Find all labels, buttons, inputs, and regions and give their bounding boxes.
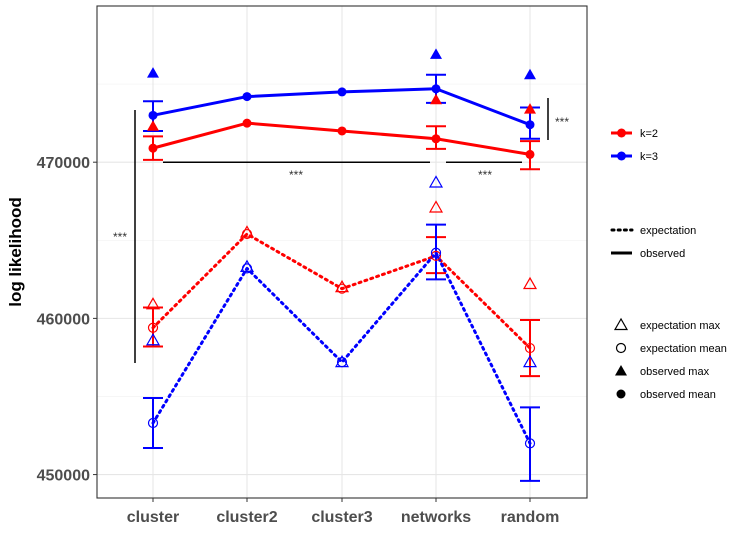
legend-label-shape: expectation mean bbox=[640, 343, 727, 355]
x-tick-label: cluster2 bbox=[216, 509, 277, 526]
observed-mean-point-k2 bbox=[242, 118, 252, 128]
legend-shape-observed-mean bbox=[616, 389, 626, 399]
significance-label: *** bbox=[113, 230, 127, 244]
expectation-mean-point-k2 bbox=[430, 250, 442, 262]
legend-point-k3 bbox=[617, 151, 626, 161]
observed-max-point-k2 bbox=[430, 93, 442, 105]
legend-shape-expectation-max bbox=[613, 317, 629, 331]
legend: k=2 k=3 expectation observed expectation max… bbox=[610, 128, 727, 401]
x-tick-label: random bbox=[501, 509, 560, 526]
axes: 450000 460000 470000 cluster cluster2 cluster… bbox=[6, 5, 588, 526]
expectation-max-point-k2 bbox=[145, 297, 161, 310]
legend-label-k2: k=2 bbox=[640, 128, 658, 140]
expectation-max-point-k3 bbox=[522, 354, 538, 368]
expectation-mean-point-k3 bbox=[430, 247, 442, 258]
legend-label-shape: expectation max bbox=[640, 320, 721, 332]
observed-mean-point-k2 bbox=[148, 143, 158, 153]
expectation-max-point-k2 bbox=[239, 225, 255, 238]
x-tick-label: cluster3 bbox=[311, 509, 372, 526]
observed-mean-point-k3 bbox=[525, 120, 535, 130]
observed-max-point-k2 bbox=[147, 120, 159, 131]
legend-label-expectation: expectation bbox=[640, 225, 696, 237]
expectation-max-point-k2 bbox=[334, 279, 350, 293]
observed-mean-point-k3 bbox=[337, 87, 347, 97]
expectation-mean-point-k3 bbox=[147, 417, 159, 429]
expectation-max-point-k2 bbox=[428, 200, 444, 213]
observed-mean-point-k3 bbox=[148, 110, 158, 120]
observed-max-point-k3 bbox=[430, 48, 442, 59]
expectation-mean-point-k3 bbox=[524, 438, 536, 449]
series-line-k2-expectation bbox=[151, 232, 532, 350]
expectation-max-point-k3 bbox=[145, 333, 161, 346]
expectation-mean-point-k3 bbox=[336, 357, 348, 368]
legend-shape-observed-max bbox=[615, 365, 627, 376]
expectation-mean-point-k2 bbox=[147, 322, 159, 333]
observed-mean-point-k2 bbox=[525, 149, 535, 159]
observed-mean-point-k2 bbox=[431, 134, 441, 144]
observed-mean-point-k3 bbox=[242, 92, 252, 102]
expectation-max-point-k3 bbox=[239, 259, 255, 272]
legend-label-shape: observed mean bbox=[640, 389, 716, 401]
significance-label: *** bbox=[555, 115, 569, 129]
legend-shape-expectation-mean bbox=[615, 342, 627, 354]
plot-area: *** *** *** *** bbox=[113, 48, 569, 482]
legend-point-k2 bbox=[617, 128, 626, 138]
observed-mean-point-k3 bbox=[431, 84, 441, 94]
legend-label-k3: k=3 bbox=[640, 151, 658, 163]
observed-mean-point-k2 bbox=[337, 126, 347, 136]
series-line-k3-expectation bbox=[151, 251, 532, 445]
expectation-max-point-k3 bbox=[428, 175, 444, 188]
expectation-mean-point-k2 bbox=[241, 228, 253, 240]
expectation-mean-point-k2 bbox=[336, 283, 348, 294]
legend-label-observed: observed bbox=[640, 248, 685, 260]
expectation-mean-point-k2 bbox=[524, 342, 536, 354]
significance-label: *** bbox=[289, 168, 303, 182]
y-tick-label: 460000 bbox=[37, 311, 90, 328]
grid bbox=[97, 6, 587, 498]
y-tick-label: 470000 bbox=[37, 155, 90, 172]
significance-label: *** bbox=[478, 168, 492, 182]
y-axis-title: log likelihood bbox=[6, 197, 25, 307]
x-tick-label: cluster bbox=[127, 509, 179, 526]
observed-max-point-k3 bbox=[147, 67, 159, 78]
expectation-max-point-k2 bbox=[522, 276, 538, 290]
observed-max-point-k3 bbox=[524, 68, 536, 80]
legend-label-shape: observed max bbox=[640, 366, 710, 378]
observed-max-point-k2 bbox=[524, 103, 536, 114]
expectation-mean-point-k3 bbox=[241, 263, 253, 274]
y-tick-label: 450000 bbox=[37, 468, 90, 485]
x-tick-label: networks bbox=[401, 509, 471, 526]
